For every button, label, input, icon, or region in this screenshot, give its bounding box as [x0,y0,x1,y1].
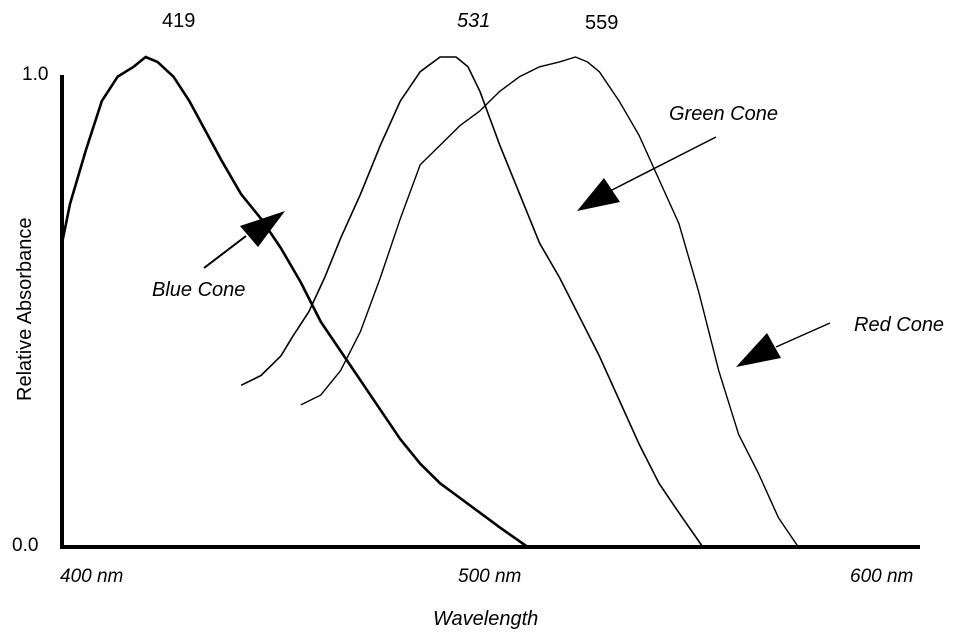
annotation-arrow-red [736,322,831,367]
y-tick-label-min: 0.0 [12,535,38,556]
x-tick-label-600: 600 nm [850,566,913,587]
y-tick-label-max: 1.0 [22,64,48,85]
series-line-blue-cone [60,55,529,549]
series-line-green-cone [240,56,704,548]
series-layer [60,55,799,549]
peak-label-green: 531 [457,10,490,32]
peak-label-blue: 419 [162,10,195,32]
annotation-green-cone: Green Cone [669,103,778,125]
x-tick-label-400: 400 nm [60,566,123,587]
annotation-blue-cone: Blue Cone [152,279,245,301]
annotation-arrow-green [577,136,717,211]
x-tick-label-500: 500 nm [458,566,521,587]
annotation-arrow-blue [203,211,285,269]
peak-label-red: 559 [585,12,618,34]
series-line-red-cone [300,56,799,548]
y-axis-title: Relative Absorbance [14,218,36,401]
x-axis-title: Wavelength [433,608,538,630]
annotation-red-cone: Red Cone [854,314,944,336]
